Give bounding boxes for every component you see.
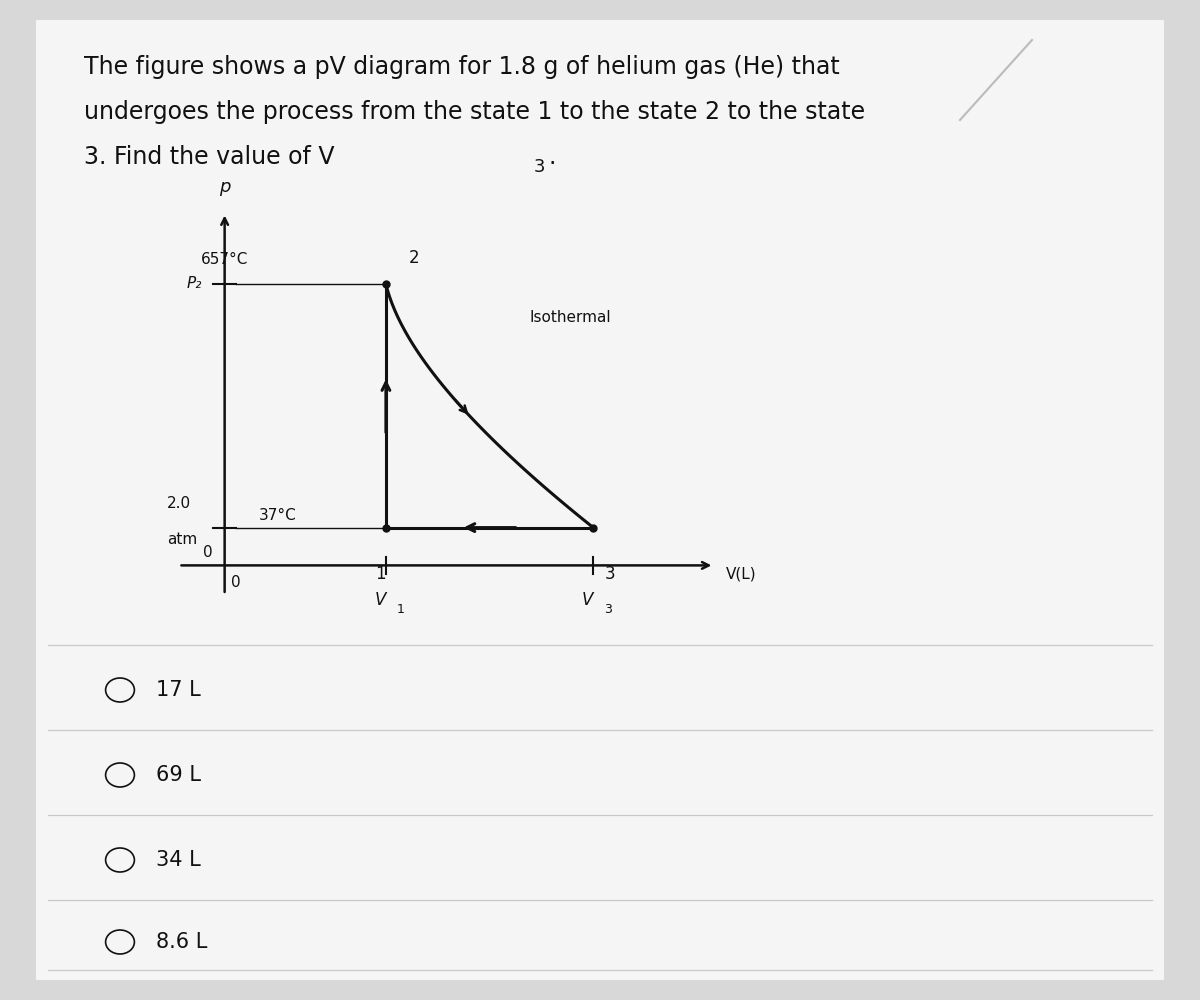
Text: 1: 1 (374, 565, 385, 583)
Text: V(L): V(L) (726, 566, 756, 581)
Text: 3. Find the value of V: 3. Find the value of V (84, 145, 335, 169)
FancyBboxPatch shape (36, 20, 1164, 980)
Text: 1: 1 (396, 603, 404, 616)
Text: 657°C: 657°C (200, 252, 248, 267)
Text: 0: 0 (232, 575, 241, 590)
Text: atm: atm (167, 532, 197, 547)
Text: 3: 3 (604, 603, 612, 616)
Text: Isothermal: Isothermal (530, 310, 612, 325)
Text: P₂: P₂ (186, 276, 202, 292)
Text: 2.0: 2.0 (167, 496, 191, 511)
Text: V: V (374, 591, 386, 609)
Text: .: . (548, 145, 556, 169)
Text: 34 L: 34 L (156, 850, 200, 870)
Text: The figure shows a pV diagram for 1.8 g of helium gas (He) that: The figure shows a pV diagram for 1.8 g … (84, 55, 840, 79)
Text: V: V (582, 591, 593, 609)
Text: 0: 0 (203, 545, 212, 560)
Text: 3: 3 (534, 158, 546, 176)
Text: p: p (218, 178, 230, 196)
Text: 3: 3 (605, 565, 616, 583)
Text: 2: 2 (409, 249, 420, 267)
Text: 37°C: 37°C (259, 508, 296, 523)
Text: 8.6 L: 8.6 L (156, 932, 208, 952)
Text: undergoes the process from the state 1 to the state 2 to the state: undergoes the process from the state 1 t… (84, 100, 865, 124)
Text: 69 L: 69 L (156, 765, 202, 785)
Text: 17 L: 17 L (156, 680, 200, 700)
